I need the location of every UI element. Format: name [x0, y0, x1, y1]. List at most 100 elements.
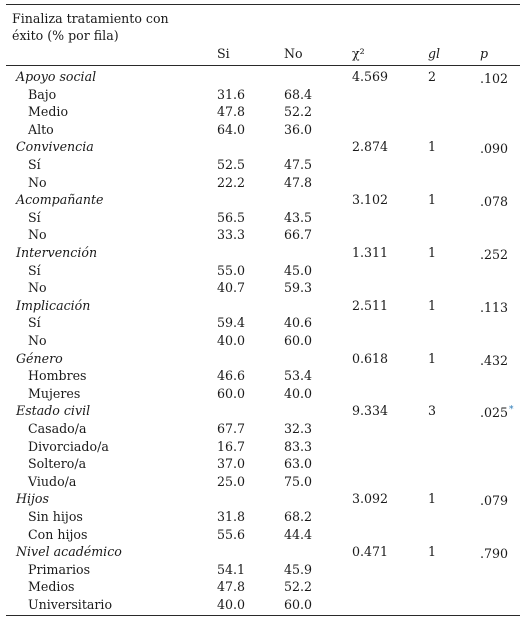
table-row: Alto 64.0 36.0 [6, 121, 520, 139]
no-percent: 68.4 [284, 86, 313, 102]
chi-square-value: 0.471 [352, 544, 389, 560]
no-percent: 59.3 [284, 280, 313, 296]
category-label: Medio [28, 104, 69, 120]
p-value-cell: .790 [480, 543, 509, 563]
significance-marker: * [509, 405, 514, 416]
gl-value: 1 [428, 245, 437, 260]
table-row: Universitario 40.0 60.0 [6, 596, 520, 614]
no-percent: 53.4 [284, 368, 313, 384]
si-percent: 37.0 [217, 456, 246, 472]
table-row: Con hijos 55.6 44.4 [6, 526, 520, 544]
group-row: Género 0.618 1 .432 [6, 350, 520, 368]
group-label: Género [16, 350, 63, 366]
category-label: Divorciado/a [28, 438, 109, 454]
p-value: .790 [480, 546, 509, 562]
group-label: Hijos [16, 491, 49, 507]
table-header-title: Finaliza tratamiento con éxito (% por fi… [12, 10, 212, 44]
chi-square-value: 2.511 [352, 297, 389, 313]
p-value-cell: .102 [480, 68, 509, 88]
table-row: Hombres 46.6 53.4 [6, 367, 520, 385]
column-header-p: p [480, 46, 489, 61]
no-percent: 52.2 [284, 579, 313, 595]
p-value-cell: .090 [480, 138, 509, 158]
table-row: Sin hijos 31.8 68.2 [6, 508, 520, 526]
category-label: No [28, 333, 47, 348]
no-percent: 40.0 [284, 385, 313, 401]
si-percent: 55.0 [217, 262, 246, 278]
gl-value: 1 [428, 192, 437, 208]
no-percent: 66.7 [284, 227, 313, 243]
p-value: .025 [480, 405, 509, 421]
table-row: Casado/a 67.7 32.3 [6, 420, 520, 438]
gl-value: 1 [428, 297, 437, 313]
gl-value: 1 [428, 544, 437, 560]
column-header-no: No [284, 46, 303, 61]
no-percent: 32.3 [284, 421, 313, 436]
group-label: Implicación [16, 297, 91, 313]
group-row: Convivencia 2.874 1 .090 [6, 138, 520, 156]
category-label: Sí [28, 157, 41, 172]
group-label: Apoyo social [16, 69, 97, 84]
no-percent: 75.0 [284, 473, 313, 489]
si-percent: 64.0 [217, 121, 246, 137]
category-label: Sí [28, 262, 41, 278]
si-percent: 67.7 [217, 421, 246, 436]
table-row: Divorciado/a 16.7 83.3 [6, 438, 520, 456]
category-label: Sin hijos [28, 509, 83, 524]
chi-square-value: 3.102 [352, 192, 389, 208]
si-percent: 56.5 [217, 209, 246, 225]
si-percent: 52.5 [217, 157, 246, 172]
header-rule [6, 65, 520, 66]
table-row: Sí 52.5 47.5 [6, 156, 520, 174]
chi-square-value: 3.092 [352, 491, 389, 507]
category-label: Hombres [28, 368, 87, 384]
table-row: Bajo 31.6 68.4 [6, 86, 520, 104]
category-label: Medios [28, 579, 75, 595]
no-percent: 43.5 [284, 209, 313, 225]
table-row: No 40.7 59.3 [6, 279, 520, 297]
group-row: Implicación 2.511 1 .113 [6, 297, 520, 315]
column-header-chi-square: χ² [352, 46, 365, 61]
chi-square-value: 9.334 [352, 403, 389, 419]
table-row: Primarios 54.1 45.9 [6, 561, 520, 579]
si-percent: 55.6 [217, 526, 246, 542]
p-value: .090 [480, 141, 509, 157]
p-value-cell: .252 [480, 244, 509, 264]
group-row: Apoyo social 4.569 2 .102 [6, 68, 520, 86]
category-label: Primarios [28, 561, 91, 577]
group-label: Intervención [16, 245, 98, 260]
category-label: Casado/a [28, 421, 87, 436]
chi-square-value: 1.311 [352, 245, 389, 260]
category-label: No [28, 280, 47, 296]
table-row: No 22.2 47.8 [6, 174, 520, 192]
table-row: Medio 47.8 52.2 [6, 103, 520, 121]
category-label: Con hijos [28, 526, 88, 542]
group-row: Hijos 3.092 1 .079 [6, 490, 520, 508]
si-percent: 25.0 [217, 473, 246, 489]
p-value-cell: .432 [480, 350, 509, 370]
category-label: Viudo/a [28, 473, 77, 489]
si-percent: 40.0 [217, 597, 246, 612]
no-percent: 44.4 [284, 526, 313, 542]
group-label: Acompañante [16, 192, 104, 208]
p-value: .079 [480, 493, 509, 509]
gl-value: 2 [428, 69, 437, 84]
group-row: Intervención 1.311 1 .252 [6, 244, 520, 262]
table-row: Viudo/a 25.0 75.0 [6, 473, 520, 491]
table-row: Sí 56.5 43.5 [6, 209, 520, 227]
category-label: No [28, 227, 47, 243]
header-title-line2: éxito (% por fila) [12, 28, 119, 43]
no-percent: 45.9 [284, 561, 313, 577]
si-percent: 46.6 [217, 368, 246, 384]
chi-square-value: 2.874 [352, 139, 389, 155]
no-percent: 60.0 [284, 597, 313, 612]
category-label: Sí [28, 315, 41, 331]
top-rule [6, 4, 520, 5]
si-percent: 31.8 [217, 509, 246, 524]
category-label: Universitario [28, 597, 113, 612]
p-value: .078 [480, 194, 509, 210]
no-percent: 68.2 [284, 509, 313, 524]
category-label: Mujeres [28, 385, 81, 401]
header-title-line1: Finaliza tratamiento con [12, 11, 169, 26]
chi-square-value: 0.618 [352, 350, 389, 366]
